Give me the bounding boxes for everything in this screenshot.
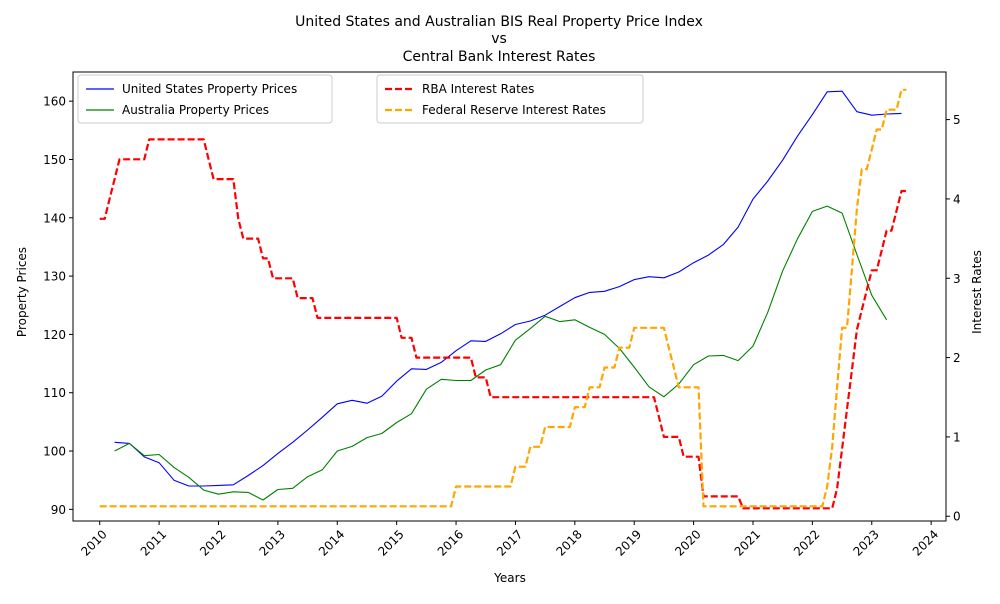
series-line-rba-interest-rates — [99, 138, 907, 510]
y-right-tick-label: 1 — [953, 430, 961, 444]
chart-title: United States and Australian BIS Real Pr… — [295, 14, 703, 65]
y-right-tick-label: 5 — [953, 113, 961, 127]
x-axis-label: Years — [493, 571, 526, 585]
chart-title-line-3: Central Bank Interest Rates — [403, 49, 596, 65]
legend-interest-rates-box — [376, 74, 644, 124]
plot-area — [99, 88, 907, 510]
y-left-tick-label: 110 — [43, 386, 66, 400]
series-line-united-states-property-prices — [114, 90, 902, 487]
legend-label-fed-rates: Federal Reserve Interest Rates — [422, 103, 606, 117]
series-line-australia-property-prices — [114, 205, 888, 501]
legend-property-prices: United States Property Prices Australia … — [77, 74, 333, 124]
y-left-tick-label: 90 — [51, 503, 66, 517]
y-right-tick-label: 2 — [953, 351, 961, 365]
chart-title-line-2: vs — [491, 31, 507, 47]
y-right-tick-label: 3 — [953, 272, 961, 286]
legend-label-rba-rates: RBA Interest Rates — [422, 82, 534, 96]
y-left-tick-label: 130 — [43, 270, 66, 284]
y-axis-left: 90 100 110 120 130 140 150 160 — [43, 95, 73, 517]
y-left-tick-label: 160 — [43, 95, 66, 109]
y-right-tick-label: 4 — [953, 192, 961, 206]
y-axis-right-label: Interest Rates — [970, 250, 984, 334]
series-line-federal-reserve-interest-rates — [99, 88, 907, 508]
y-left-tick-label: 120 — [43, 328, 66, 342]
y-left-tick-label: 100 — [43, 445, 66, 459]
legend-property-prices-box — [77, 74, 333, 124]
legend-interest-rates: RBA Interest Rates Federal Reserve Inter… — [376, 74, 644, 124]
legend-label-au-prices: Australia Property Prices — [122, 103, 269, 117]
y-left-tick-label: 140 — [43, 211, 66, 225]
y-axis-left-label: Property Prices — [15, 247, 29, 337]
chart-title-line-1: United States and Australian BIS Real Pr… — [295, 14, 703, 30]
y-right-tick-label: 0 — [953, 510, 961, 524]
y-axis-right: 0 1 2 3 4 5 — [946, 113, 961, 524]
y-left-tick-label: 150 — [43, 153, 66, 167]
legend-label-us-prices: United States Property Prices — [122, 82, 297, 96]
plot-frame — [72, 71, 947, 522]
